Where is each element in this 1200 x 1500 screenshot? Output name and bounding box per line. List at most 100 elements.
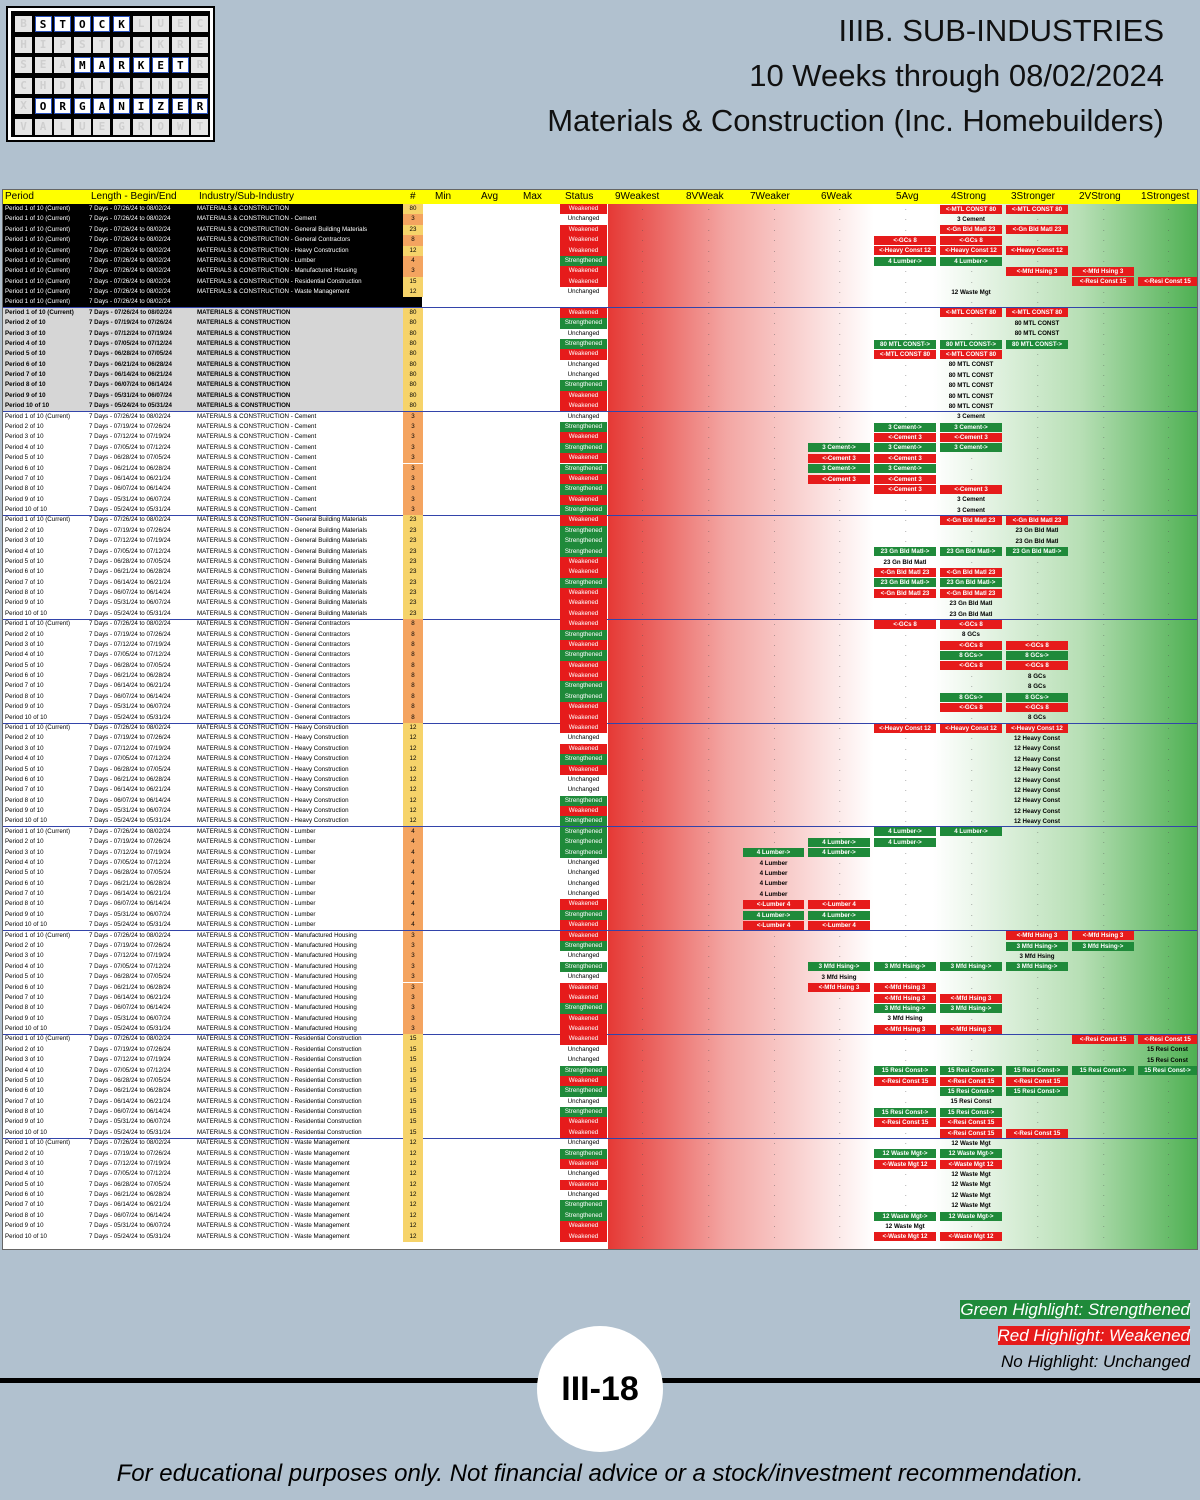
empty-cell-dot: . (1103, 1026, 1105, 1033)
industry-cell: MATERIALS & CONSTRUCTION - Cement (197, 443, 317, 451)
empty-cell-dot: . (708, 361, 710, 368)
industry-cell: MATERIALS & CONSTRUCTION - Lumber (197, 879, 316, 887)
empty-cell-dot: . (905, 714, 907, 721)
length-cell: 7 Days - 07/26/24 to 08/02/24 (89, 827, 171, 835)
count-cell: 15 (403, 1065, 423, 1076)
industry-cell: MATERIALS & CONSTRUCTION - Waste Managem… (197, 1159, 350, 1167)
logo-tile: D (54, 77, 72, 94)
empty-cell-dot: . (773, 704, 776, 711)
period-cell: Period 1 of 10 (Current) (5, 225, 70, 233)
empty-cell-dot: . (641, 776, 644, 783)
strength-marker: 15 Resi Const-> (940, 1066, 1002, 1076)
empty-cell-dot: . (1167, 1109, 1170, 1116)
empty-cell-dot: . (905, 776, 907, 783)
empty-cell-dot: . (1167, 299, 1170, 306)
period-cell: Period 2 of 10 (5, 319, 46, 327)
empty-cell-dot: . (839, 257, 841, 264)
empty-cell-dot: . (773, 413, 776, 420)
empty-cell-dot: . (1167, 444, 1170, 451)
empty-cell-dot: . (641, 257, 644, 264)
empty-cell-dot: . (1037, 880, 1039, 887)
empty-cell-dot: . (1167, 423, 1170, 430)
count-cell: 4 (403, 920, 423, 931)
empty-cell-dot: . (1103, 1015, 1105, 1022)
empty-cell-dot: . (708, 558, 710, 565)
length-cell: 7 Days - 06/28/24 to 07/05/24 (89, 557, 171, 565)
strength-marker: 12 Heavy Const (1013, 735, 1061, 743)
logo-tile: E (191, 77, 209, 94)
table-row: Period 7 of 10 7 Days - 06/14/24 to 06/21… (3, 889, 1197, 900)
period-cell: Period 10 of 10 (5, 506, 47, 514)
length-cell: 7 Days - 07/19/24 to 07/26/24 (89, 319, 172, 327)
empty-cell-dot: . (971, 766, 973, 773)
strength-marker: 12 Waste Mgt-> (874, 1211, 936, 1221)
table-row: Period 8 of 10 7 Days - 06/07/24 to 06/14… (3, 899, 1197, 910)
strength-marker: <-Mfd Hsing 3 (808, 983, 870, 993)
count-cell: 80 (403, 338, 423, 350)
period-cell: Period 7 of 10 (5, 1097, 44, 1105)
empty-cell-dot: . (1037, 828, 1039, 835)
length-cell: 7 Days - 06/07/24 to 06/14/24 (89, 1004, 171, 1012)
empty-cell-dot: . (641, 766, 644, 773)
empty-cell-dot: . (1167, 756, 1170, 763)
empty-cell-dot: . (905, 1181, 907, 1188)
strength-marker: <-Cement 3 (874, 484, 936, 494)
status-cell: Unchanged (567, 775, 600, 783)
empty-cell-dot: . (1037, 1140, 1039, 1147)
empty-cell-dot: . (641, 226, 644, 233)
status-cell: Strengthened (560, 754, 607, 765)
count-cell: 3 (403, 494, 423, 505)
empty-cell-dot: . (1037, 1212, 1039, 1219)
period-cell: Period 9 of 10 (5, 391, 46, 399)
logo-tile: L (132, 16, 150, 32)
empty-cell-dot: . (641, 1077, 644, 1084)
row-highlight (3, 318, 422, 329)
row-highlight (3, 359, 422, 371)
count-cell: 8 (403, 235, 423, 246)
industry-cell: MATERIALS & CONSTRUCTION (197, 205, 290, 212)
strength-marker: 80 MTL CONST-> (874, 339, 936, 349)
period-cell: Period 9 of 10 (5, 1222, 44, 1230)
row-highlight (3, 255, 422, 267)
empty-cell-dot: . (839, 517, 841, 524)
length-cell: 7 Days - 07/19/24 to 07/26/24 (89, 526, 171, 534)
empty-cell-dot: . (1167, 1015, 1170, 1022)
empty-cell-dot: . (641, 372, 644, 379)
empty-cell-dot: . (971, 849, 973, 856)
empty-cell-dot: . (641, 569, 644, 576)
strength-marker: <-Resi Const 15 (940, 1118, 1002, 1128)
empty-cell-dot: . (1103, 507, 1105, 514)
empty-cell-dot: . (839, 496, 841, 503)
length-cell: 7 Days - 06/07/24 to 06/14/24 (89, 1211, 171, 1219)
empty-cell-dot: . (708, 1181, 710, 1188)
empty-cell-dot: . (905, 226, 907, 233)
length-cell: 7 Days - 07/19/24 to 07/26/24 (89, 422, 171, 430)
industry-cell: MATERIALS & CONSTRUCTION - General Build… (197, 225, 368, 233)
strength-marker: 4 Lumber-> (874, 256, 936, 266)
table-row: Period 9 of 10 7 Days - 05/31/24 to 06/07… (3, 1013, 1197, 1024)
period-cell: Period 1 of 10 (Current) (5, 256, 70, 264)
empty-cell-dot: . (641, 340, 644, 347)
empty-cell-dot: . (839, 818, 841, 825)
length-cell: 7 Days - 06/28/24 to 07/05/24 (89, 454, 171, 462)
period-cell: Period 1 of 10 (Current) (5, 215, 70, 223)
count-cell: 4 (403, 899, 423, 910)
table-row: Period 7 of 10 7 Days - 06/14/24 to 06/21… (3, 785, 1197, 796)
empty-cell-dot: . (641, 1150, 644, 1157)
row-highlight (3, 338, 422, 350)
strength-marker: 3 Cement (957, 413, 985, 421)
logo-tile: T (191, 118, 209, 135)
table-row: Period 10 of 10 7 Days - 05/24/24 to 05/3… (3, 712, 1197, 723)
empty-cell-dot: . (971, 745, 973, 752)
strength-marker: 23 Gn Bld Matl-> (874, 547, 936, 557)
empty-cell-dot: . (839, 237, 841, 244)
count-cell: 23 (403, 525, 423, 537)
empty-cell-dot: . (905, 662, 907, 669)
status-cell: Strengthened (560, 816, 607, 827)
strength-marker: <-Heavy Const 12 (874, 246, 936, 256)
period-cell: Period 4 of 10 (5, 755, 44, 763)
col-header-6weak: 6Weak (821, 191, 852, 202)
status-cell: Unchanged (567, 215, 600, 223)
empty-cell-dot: . (1037, 465, 1039, 472)
length-cell: 7 Days - 06/07/24 to 06/14/24 (89, 796, 171, 804)
